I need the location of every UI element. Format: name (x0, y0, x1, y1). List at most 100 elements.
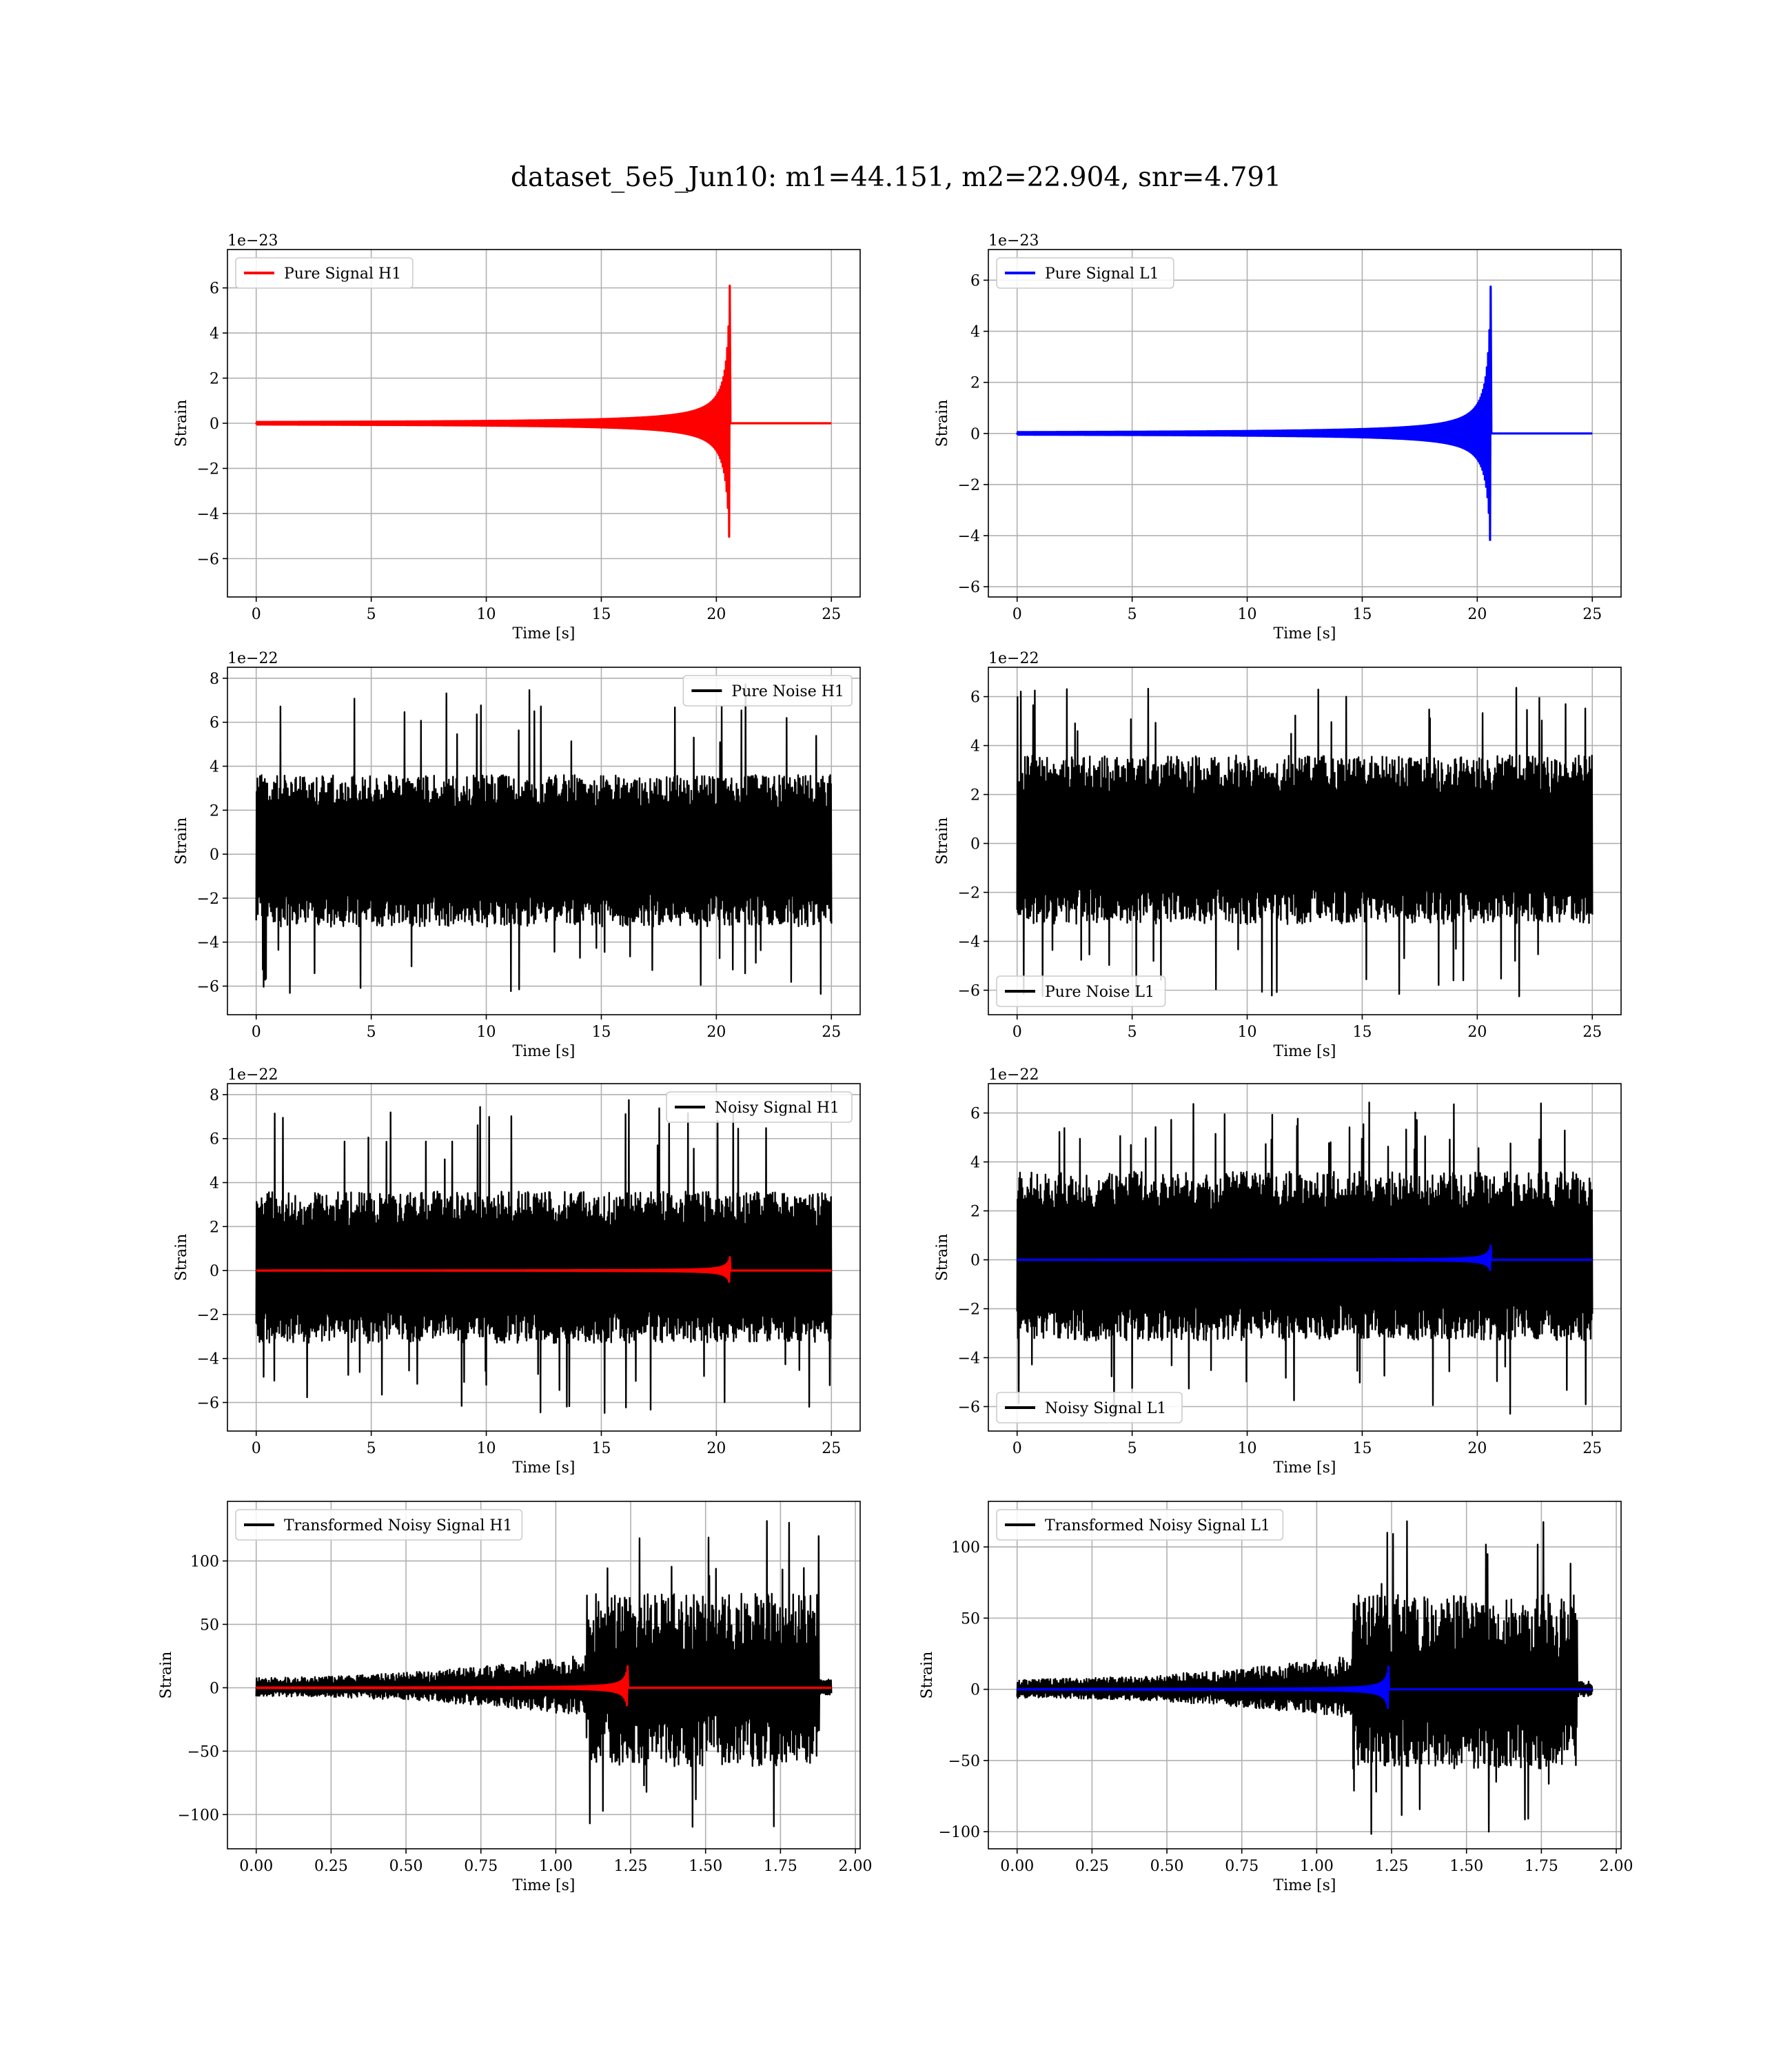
x-tick-label: 10 (1238, 1440, 1257, 1457)
x-tick-label: 10 (477, 1440, 496, 1457)
axis-offset-label: 1e−22 (227, 1066, 278, 1084)
legend-label: Pure Noise L1 (1045, 984, 1154, 1001)
x-tick-label: 20 (1467, 606, 1487, 623)
series-group (1016, 1520, 1594, 1835)
x-tick-label: 15 (1352, 606, 1372, 623)
y-tick-label: −6 (958, 983, 980, 1000)
y-tick-label: 2 (210, 1219, 219, 1236)
y-tick-label: 0 (210, 1263, 219, 1280)
subplot-3: 0 5 10 15 20 25 −6 −4 −2 0 2 4 6 8 Time [s] Strain 1e−22… (173, 650, 861, 1060)
y-tick-label: −4 (197, 1351, 219, 1368)
y-tick-label: 2 (210, 802, 219, 820)
y-tick-label: 6 (210, 715, 219, 732)
x-tick-label: 20 (1467, 1440, 1487, 1457)
series-group (1016, 687, 1594, 997)
x-tick-label: 0 (252, 606, 261, 623)
y-tick-label: 100 (190, 1553, 219, 1570)
legend-box (996, 1392, 1183, 1423)
x-tick-label: 1.25 (1375, 1858, 1409, 1875)
x-tick-label: 2.00 (1600, 1858, 1633, 1875)
series-line-1 (1016, 687, 1594, 997)
x-tick-label: 1.75 (1525, 1858, 1558, 1875)
y-tick-label: −4 (197, 935, 219, 952)
y-tick-label: 6 (970, 1106, 980, 1123)
y-tick-label: 6 (970, 689, 980, 707)
series-line-2 (1017, 1244, 1593, 1271)
y-tick-label: −2 (958, 885, 980, 902)
x-tick-label: 20 (706, 1024, 726, 1041)
x-axis-label: Time [s] (1273, 625, 1336, 642)
series-line-1 (1016, 1102, 1594, 1415)
x-axis-label: Time [s] (512, 625, 575, 642)
legend: Pure Signal H1 (235, 257, 414, 289)
x-tick-label: 0.50 (389, 1858, 423, 1875)
series-line-2 (1016, 1665, 1593, 1710)
legend-box (666, 1091, 853, 1123)
x-tick-label: 15 (1352, 1440, 1372, 1457)
x-tick-label: 5 (367, 1024, 376, 1041)
y-tick-label: 6 (210, 281, 219, 298)
y-tick-label: 6 (210, 1131, 219, 1148)
x-tick-label: 0 (1012, 1440, 1022, 1457)
y-tick-label: 4 (210, 325, 219, 343)
y-tick-label: 0 (210, 416, 219, 433)
x-tick-label: 0 (1012, 1024, 1022, 1041)
legend-label: Noisy Signal H1 (715, 1099, 839, 1117)
legend: Noisy Signal L1 (996, 1392, 1183, 1423)
legend-box (235, 257, 414, 289)
y-tick-label: −50 (948, 1753, 980, 1770)
x-axis-label: Time [s] (512, 1877, 575, 1894)
y-tick-label: −4 (958, 934, 980, 951)
legend: Noisy Signal H1 (666, 1091, 853, 1123)
y-tick-label: 4 (210, 1175, 219, 1193)
y-tick-label: −2 (197, 460, 219, 478)
y-axis-label: Strain (934, 1234, 951, 1281)
y-axis-label: Strain (934, 818, 951, 865)
series-group (255, 1520, 833, 1828)
axis-offset-label: 1e−23 (227, 232, 278, 250)
y-tick-label: 0 (210, 847, 219, 864)
series-line-1 (255, 1520, 833, 1828)
y-tick-label: −6 (197, 979, 219, 996)
x-tick-label: 0.75 (464, 1858, 498, 1875)
series-line-2 (255, 1665, 832, 1707)
subplot-2: 0 5 10 15 20 25 −6 −4 −2 0 2 4 6 Time [s] Strain 1e−23 P… (934, 232, 1622, 642)
series-group (1016, 285, 1593, 541)
series-line-1 (255, 285, 832, 538)
y-tick-label: 4 (210, 759, 219, 776)
subplot-6: 0 5 10 15 20 25 −6 −4 −2 0 2 4 6 Time [s] Strain 1e−22 N… (934, 1066, 1622, 1477)
y-tick-label: −2 (197, 891, 219, 908)
x-tick-label: 15 (1352, 1024, 1372, 1041)
y-axis-label: Strain (173, 818, 190, 865)
x-tick-label: 10 (477, 1024, 496, 1041)
y-tick-label: −4 (197, 506, 219, 523)
x-tick-label: 15 (591, 1024, 611, 1041)
axes-frame (988, 667, 1622, 1015)
axis-offset-label: 1e−22 (227, 650, 278, 667)
y-tick-label: 100 (951, 1539, 980, 1557)
y-tick-label: 8 (210, 671, 219, 688)
y-tick-label: 2 (970, 787, 980, 804)
legend: Pure Signal L1 (996, 257, 1174, 289)
y-axis-label: Strain (919, 1652, 936, 1699)
axes-frame (988, 1501, 1622, 1849)
y-axis-label: Strain (173, 1234, 190, 1281)
x-axis-label: Time [s] (1273, 1043, 1336, 1060)
x-axis-label: Time [s] (512, 1459, 575, 1477)
legend-label: Pure Noise H1 (731, 683, 844, 700)
axis-offset-label: 1e−23 (988, 232, 1039, 250)
x-tick-label: 0.50 (1150, 1858, 1184, 1875)
x-tick-label: 10 (477, 606, 496, 623)
x-tick-label: 0.25 (1075, 1858, 1109, 1875)
legend-box (996, 257, 1174, 289)
subplot-8: 0.00 0.25 0.50 0.75 1.00 1.25 1.50 1.75 2.00 −100… (919, 1501, 1633, 1894)
x-tick-label: 20 (706, 606, 726, 623)
x-tick-label: 25 (822, 606, 841, 623)
x-tick-label: 25 (822, 1440, 841, 1457)
y-axis-label: Strain (158, 1652, 175, 1699)
series-group (255, 683, 833, 995)
y-tick-label: 2 (970, 375, 980, 392)
series-line-1 (1016, 285, 1593, 541)
